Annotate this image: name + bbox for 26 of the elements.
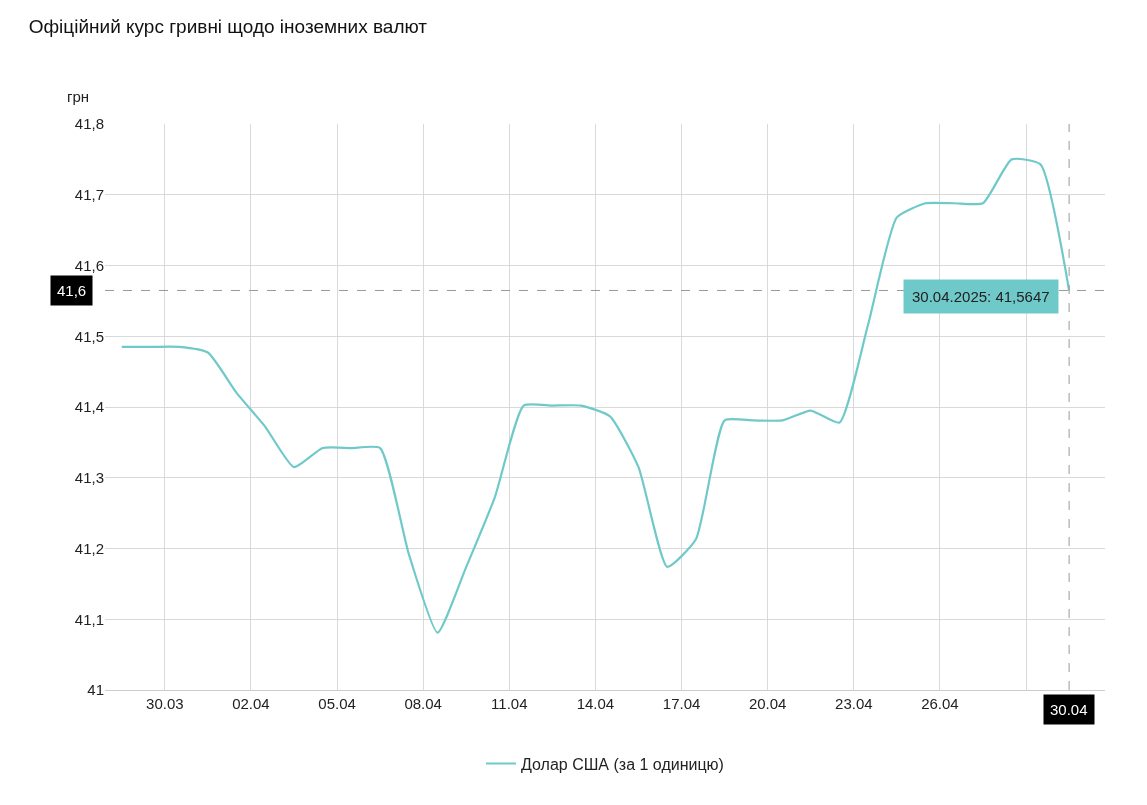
x-tick-label: 02.04 (232, 695, 270, 712)
x-tick-label: 11.04 (491, 695, 528, 712)
y-tick-label: 41,3 (74, 469, 104, 486)
y-tick-label: 41 (87, 681, 104, 699)
x-tick-label: 17.04 (662, 695, 701, 712)
y-tick-label: 41,4 (74, 398, 104, 416)
y-tick-label: 41,2 (74, 539, 104, 557)
y-axis-title: грн (67, 88, 90, 105)
x-tick-label: 26.04 (921, 695, 959, 712)
x-tick-label: 20.04 (748, 695, 787, 712)
y-tick-label: 41,8 (74, 115, 104, 133)
y-tick-label: 41,1 (74, 610, 104, 628)
y-tick-label: 41,7 (74, 186, 104, 203)
legend-label: Долар США (за 1 одиницю) (521, 755, 724, 773)
x-tick-label: 05.04 (318, 695, 356, 712)
annotation: 30.04.2025: 41,5647 (912, 288, 1050, 305)
x-tick-label: 14.04 (576, 695, 615, 712)
x-tick-label: 23.04 (835, 695, 873, 712)
x-tick-label: 08.04 (404, 695, 442, 712)
ref-line-label: 41,6 (57, 282, 87, 299)
ref-line-label: 30.04 (1050, 701, 1088, 718)
y-tick-label: 41,6 (74, 256, 104, 274)
line-series (120, 157, 1071, 634)
y-tick-label: 41,5 (74, 327, 104, 345)
x-tick-label: 30.03 (146, 695, 184, 712)
chart-title: Офіційний курс гривні щодо іноземних валют (28, 16, 428, 38)
